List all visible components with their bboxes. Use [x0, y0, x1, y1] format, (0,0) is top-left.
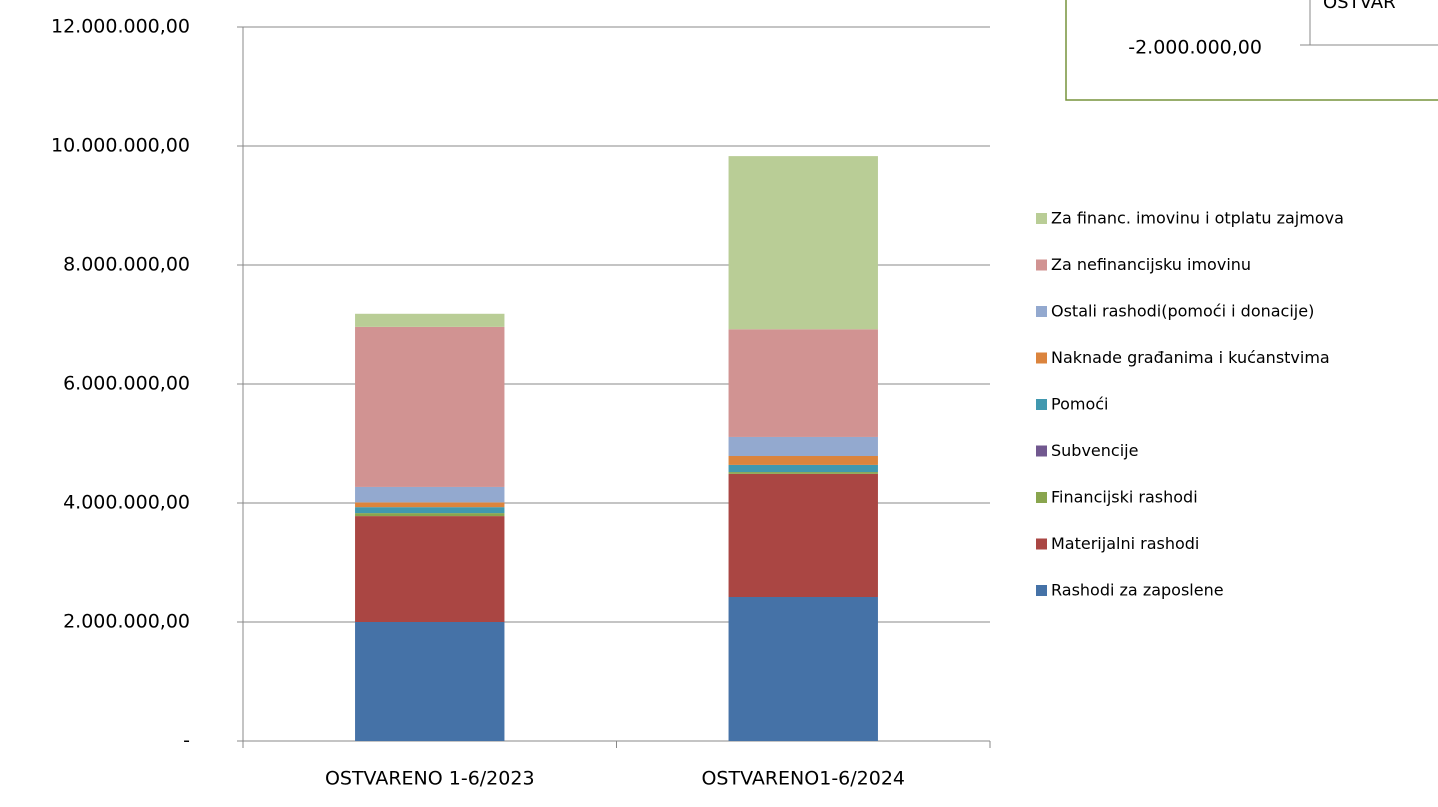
inset-tick-label: -2.000.000,00 [1128, 37, 1262, 59]
bar-segment [355, 507, 505, 514]
legend-swatch [1036, 352, 1047, 364]
legend-swatch [1036, 306, 1047, 317]
legend-label: Za nefinancijsku imovinu [1051, 255, 1251, 274]
bar-segment [728, 329, 878, 437]
legend-swatch [1036, 585, 1047, 596]
inset-category: OSTVAR [1323, 0, 1396, 13]
legend-swatch [1036, 213, 1047, 224]
bar-segment [355, 622, 505, 741]
y-tick-label: 12.000.000,00 [51, 16, 190, 38]
bar-segment [355, 486, 505, 503]
legend-swatch [1036, 445, 1047, 457]
bar-segment [355, 513, 505, 517]
inset: -2.000.000,00 OSTVAR [1065, 0, 1438, 101]
bar-segment [728, 464, 878, 473]
legend-label: Pomoći [1051, 395, 1108, 414]
y-tick-label: 8.000.000,00 [63, 254, 190, 276]
bar-segment [728, 473, 878, 598]
legend-swatch [1036, 538, 1047, 550]
y-tick-label: - [183, 730, 190, 752]
legend-label: Subvencije [1051, 441, 1138, 460]
bar-segment [355, 326, 505, 487]
legend-swatch [1036, 492, 1047, 503]
bar-segment [728, 472, 878, 474]
legend-label: Rashodi za zaposlene [1051, 581, 1224, 600]
bar-segment [355, 502, 505, 508]
legend-swatch [1036, 259, 1047, 271]
legend-label: Materijalni rashodi [1051, 534, 1199, 553]
inset-frame [1065, 0, 1438, 101]
y-tick-label: 4.000.000,00 [63, 492, 190, 514]
bar-segment [355, 516, 505, 622]
bar-segment [728, 597, 878, 741]
legend-label: Financijski rashodi [1051, 488, 1198, 507]
legend-label: Naknade građanima i kućanstvima [1051, 348, 1330, 367]
x-tick-label: OSTVARENO 1-6/2023 [325, 768, 535, 790]
y-tick-label: 2.000.000,00 [63, 611, 190, 633]
bar-segment [728, 156, 878, 330]
legend-label: Ostali rashodi(pomoći i donacije) [1051, 302, 1314, 321]
y-tick-label: 10.000.000,00 [51, 135, 190, 157]
legend-swatch [1036, 399, 1047, 410]
bar-segment [355, 313, 505, 327]
bar-segment [728, 455, 878, 465]
x-tick-label: OSTVARENO1-6/2024 [701, 768, 905, 790]
legend-label: Za financ. imovinu i otplatu zajmova [1051, 209, 1344, 228]
y-tick-label: 6.000.000,00 [63, 373, 190, 395]
bar-segment [728, 436, 878, 456]
